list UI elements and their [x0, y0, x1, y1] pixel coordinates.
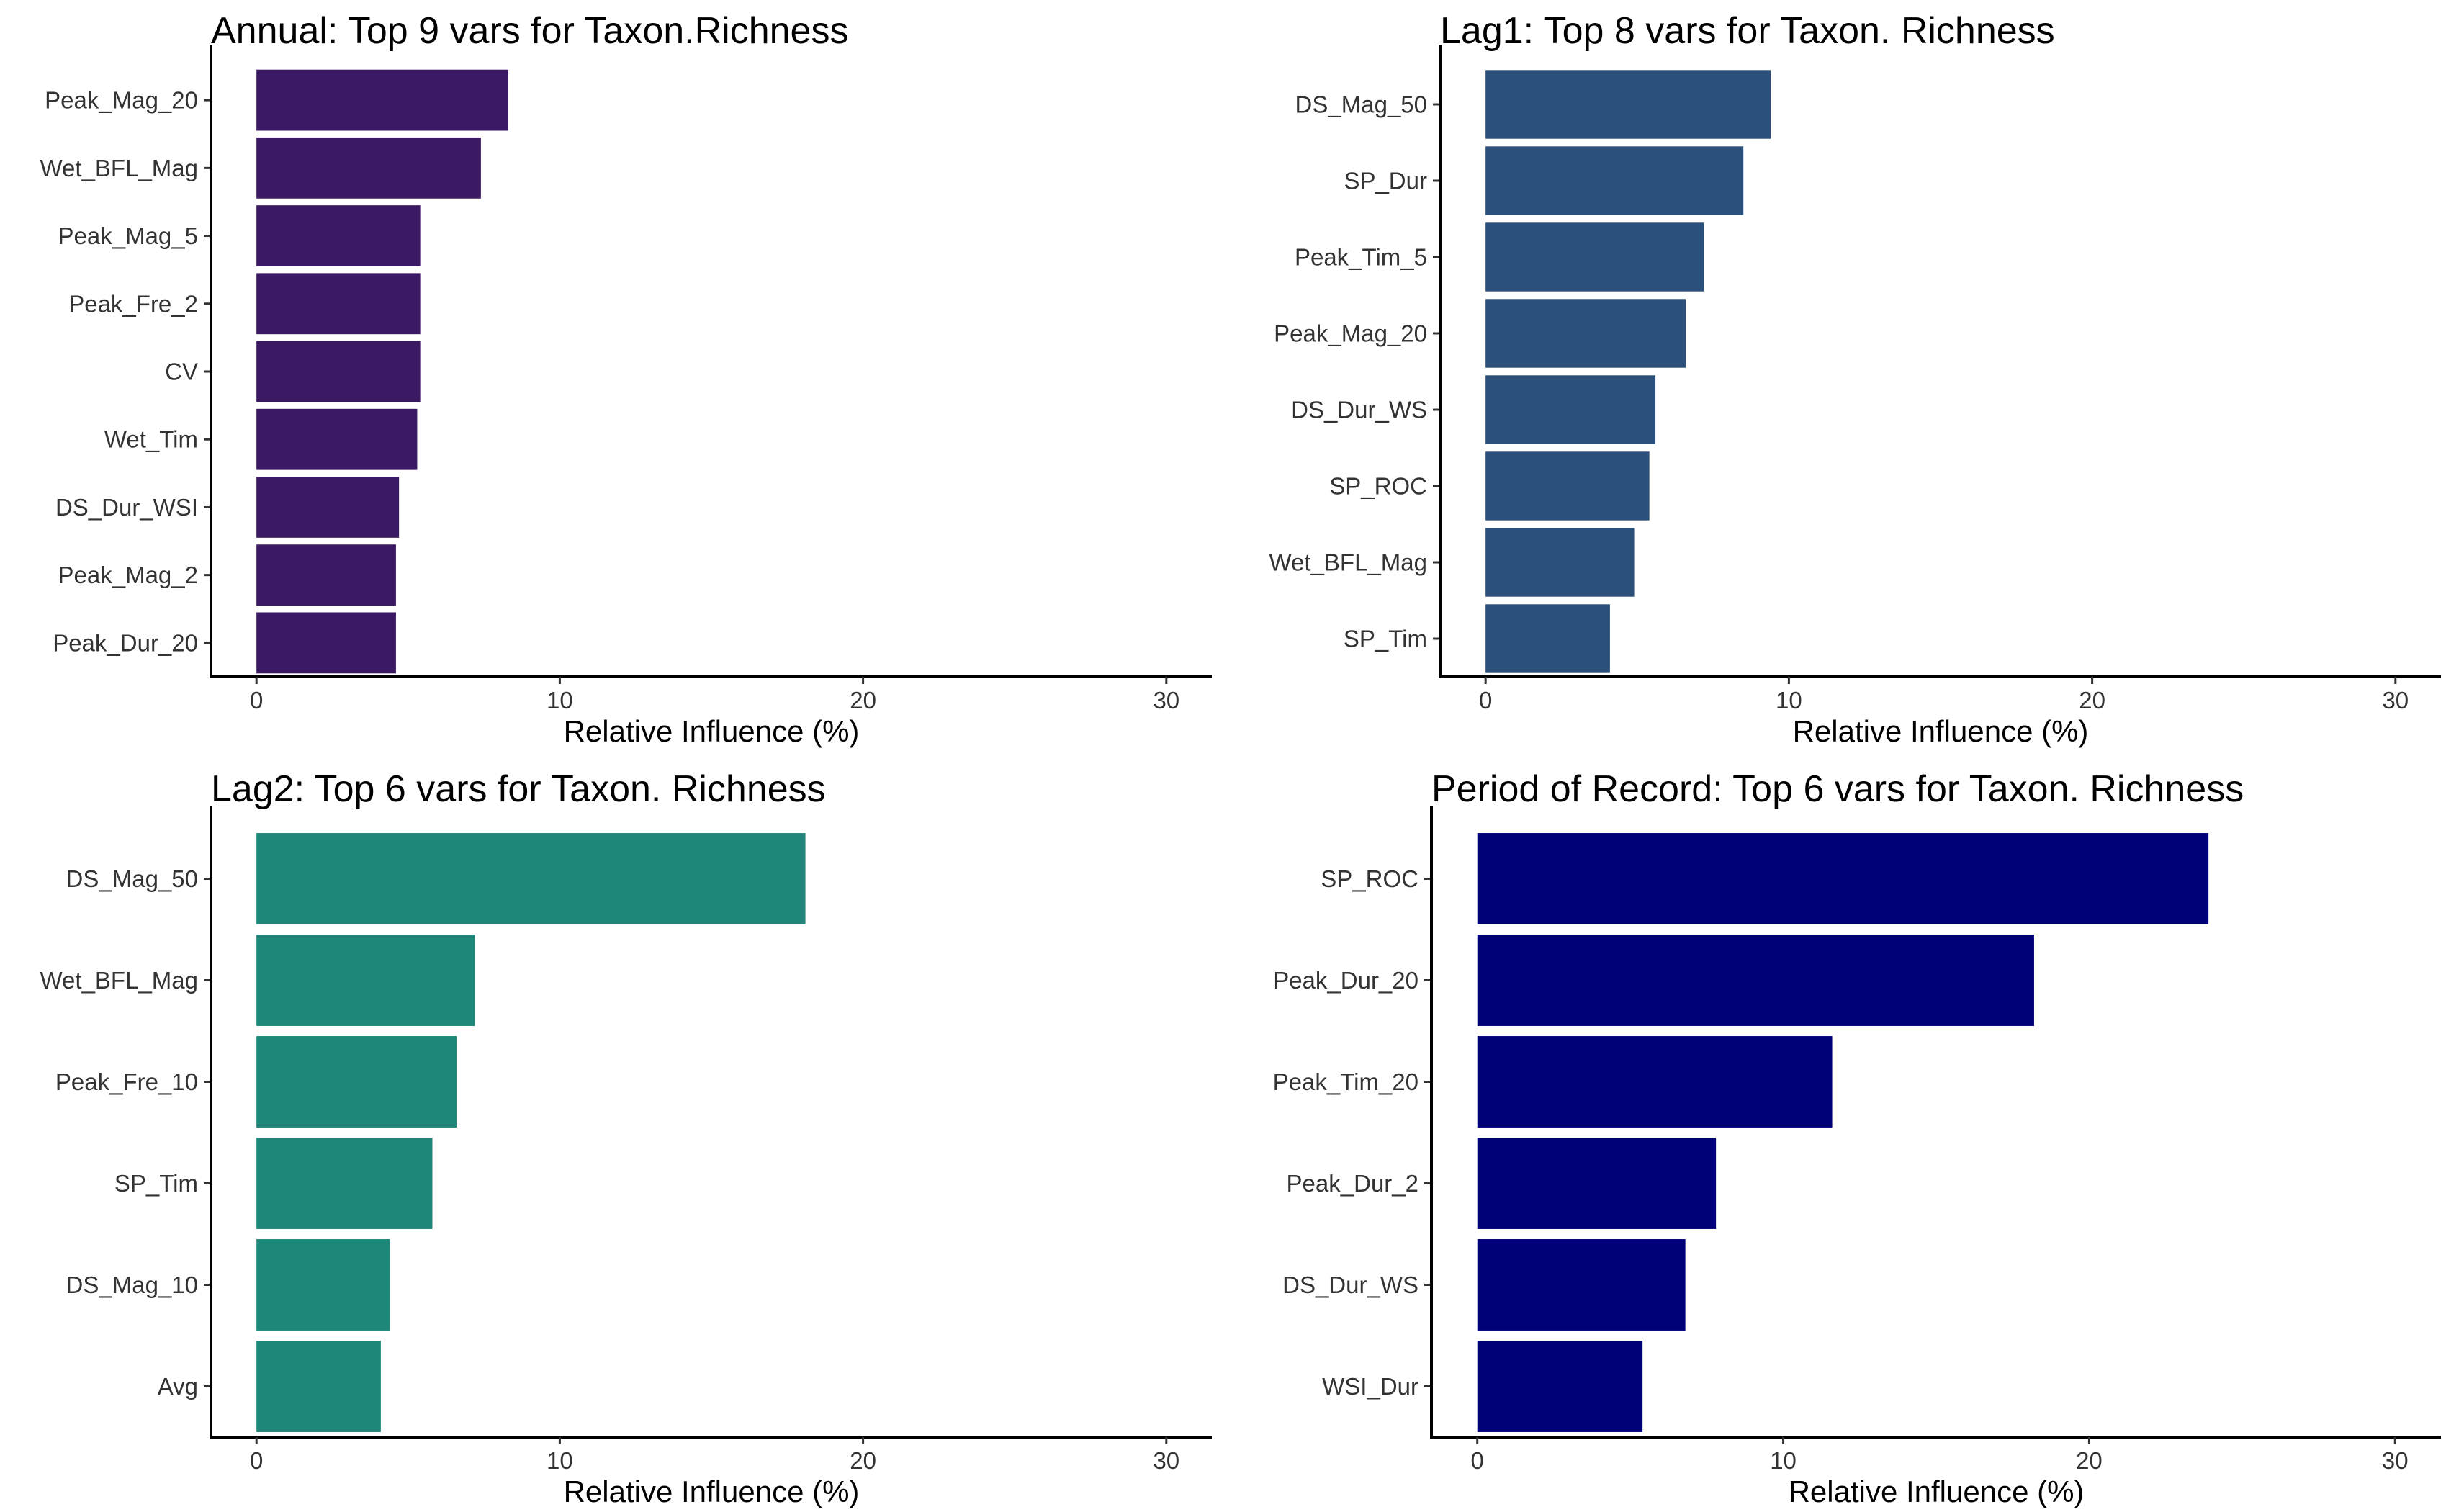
bar: [256, 205, 421, 266]
y-tick-label: Peak_Mag_20: [1274, 320, 1427, 347]
x-tick-label: 10: [547, 1447, 573, 1474]
y-tick-label: DS_Mag_10: [66, 1272, 198, 1298]
y-tick-label: SP_ROC: [1321, 865, 1418, 892]
bar: [1485, 604, 1610, 673]
bar: [1485, 222, 1704, 292]
panel-1: Peak_Mag_20Wet_BFL_MagPeak_Mag_5Peak_Fre…: [40, 10, 1212, 748]
x-tick-label: 20: [850, 1447, 876, 1474]
panel-2: DS_Mag_50 SP_Dur Peak_Tim_5 Peak_Mag_20 DS_D…: [1269, 10, 2441, 748]
x-tick-label: 20: [2076, 1447, 2103, 1474]
bar: [256, 612, 396, 674]
y-tick-label: Peak_Tim_20: [1273, 1068, 1418, 1095]
y-tick-label: Wet_BFL_Mag: [40, 967, 199, 994]
x-tick-label: 20: [2079, 687, 2105, 714]
y-tick-label: SP_ROC: [1329, 473, 1427, 500]
bar: [1477, 935, 2034, 1026]
y-tick-label: DS_Dur_WSI: [55, 494, 198, 521]
y-tick-label: Peak_Dur_20: [53, 629, 198, 656]
x-tick-label: 0: [1479, 687, 1492, 714]
bar: [1485, 451, 1650, 521]
y-tick-label: Peak_Fre_10: [55, 1068, 198, 1095]
y-tick-label: WSI_Dur: [1322, 1373, 1418, 1400]
bar: [256, 341, 421, 402]
x-tick-label: 0: [250, 687, 263, 714]
bar: [1485, 146, 1744, 215]
panel-title: Period of Record: Top 6 vars for Taxon. …: [1431, 768, 2244, 810]
y-tick-label: Wet_BFL_Mag: [1269, 549, 1428, 576]
x-tick-label: 30: [2382, 1447, 2409, 1474]
panel-3: DS_Mag_50 Wet_BFL_Mag Peak_Fre_10 SP_Tim DS_…: [40, 768, 1212, 1508]
panel-4: SP_ROC Peak_Dur_20 Peak_Tim_20 Peak_Dur_2 DS…: [1273, 768, 2441, 1508]
y-tick-label: Avg: [158, 1373, 198, 1400]
x-axis-title: Relative Influence (%): [1793, 714, 2089, 748]
bar: [256, 273, 421, 335]
x-tick-label: 0: [1471, 1447, 1484, 1474]
bar: [1477, 1138, 1717, 1229]
y-tick-label: Peak_Dur_2: [1287, 1170, 1418, 1197]
panel-title: Annual: Top 9 vars for Taxon.Richness: [211, 10, 848, 52]
panel-title: Lag1: Top 8 vars for Taxon. Richness: [1440, 10, 2055, 52]
x-tick-label: 10: [547, 687, 573, 714]
bar: [1477, 833, 2209, 924]
x-tick-label: 10: [1770, 1447, 1797, 1474]
bar: [256, 137, 481, 199]
x-tick-label: 0: [250, 1447, 263, 1474]
bar: [256, 1341, 381, 1432]
bar: [256, 935, 475, 1026]
y-tick-label: Peak_Mag_2: [58, 562, 198, 588]
bar: [256, 69, 508, 131]
y-tick-label: DS_Dur_WS: [1291, 397, 1427, 423]
y-tick-label: DS_Mag_50: [66, 865, 198, 892]
y-tick-label: Peak_Mag_5: [58, 222, 198, 249]
y-tick-label: Wet_BFL_Mag: [40, 155, 199, 181]
bar: [256, 833, 806, 924]
bar: [1477, 1239, 1686, 1331]
y-tick-label: SP_Tim: [1344, 626, 1427, 652]
x-tick-label: 30: [2382, 687, 2409, 714]
y-tick-label: Wet_Tim: [104, 426, 198, 453]
bar: [1485, 375, 1656, 444]
x-tick-label: 10: [1776, 687, 1802, 714]
bar: [256, 477, 400, 538]
bar: [1477, 1036, 1833, 1128]
y-tick-label: Peak_Tim_5: [1295, 244, 1427, 271]
y-tick-label: Peak_Fre_2: [68, 290, 198, 317]
panel-title: Lag2: Top 6 vars for Taxon. Richness: [211, 768, 826, 810]
x-tick-label: 30: [1153, 687, 1179, 714]
y-tick-label: SP_Tim: [114, 1170, 198, 1197]
bar: [256, 1239, 390, 1331]
y-tick-label: SP_Dur: [1344, 168, 1427, 194]
bar: [256, 1036, 457, 1128]
y-tick-label: CV: [165, 359, 198, 385]
x-axis-title: Relative Influence (%): [564, 714, 860, 748]
y-tick-label: Peak_Mag_20: [45, 87, 198, 114]
bar: [1485, 70, 1771, 139]
y-tick-label: DS_Dur_WS: [1282, 1272, 1418, 1298]
y-tick-label: DS_Mag_50: [1295, 91, 1427, 118]
y-tick-label: Peak_Dur_20: [1273, 967, 1418, 994]
bar: [256, 408, 418, 470]
bar: [256, 1138, 433, 1229]
x-tick-label: 20: [850, 687, 876, 714]
x-axis-title: Relative Influence (%): [1789, 1475, 2085, 1508]
x-axis-title: Relative Influence (%): [564, 1475, 860, 1508]
x-tick-label: 30: [1153, 1447, 1179, 1474]
bar: [1485, 528, 1635, 597]
bar: [256, 544, 396, 606]
bar: [1485, 299, 1686, 368]
bar: [1477, 1341, 1643, 1432]
